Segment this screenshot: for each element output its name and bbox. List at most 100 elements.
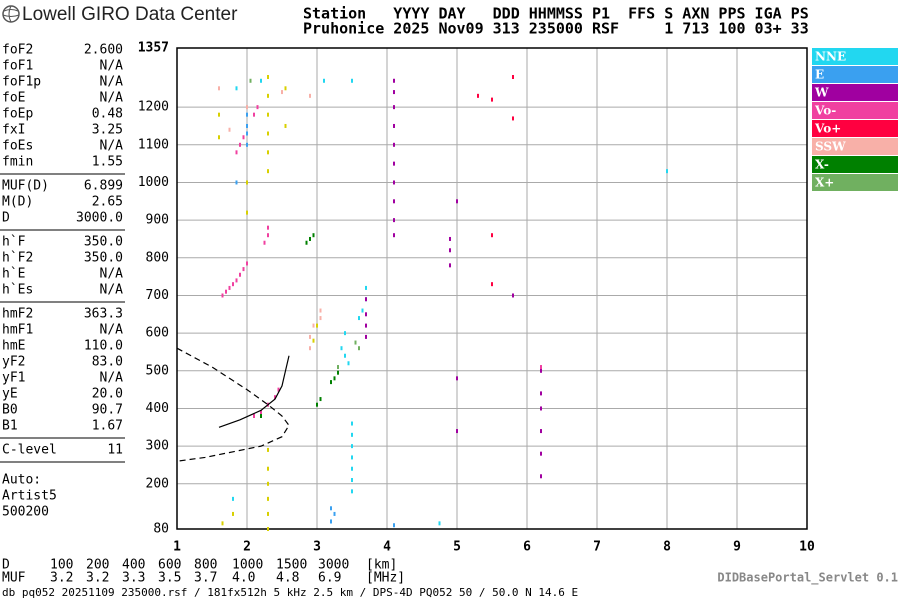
param-name: B0 (2, 403, 18, 418)
muf-cell: 4.0 (232, 571, 255, 586)
logo: Lowell GIRO Data Center (2, 4, 238, 25)
muf-cell: 800 (194, 558, 217, 573)
echo-point (221, 521, 224, 526)
echo-point (393, 78, 395, 83)
param-value: 363.3 (84, 307, 123, 322)
echo-point (393, 199, 395, 204)
echo-point (267, 233, 269, 238)
echo-point (267, 496, 269, 501)
y-tick-label: 1100 (138, 137, 169, 152)
x-tick-label: 8 (663, 540, 671, 555)
echo-point (284, 123, 287, 128)
muf-cell: 400 (122, 558, 145, 573)
param-name: h`F2 (2, 251, 33, 266)
echo-point (351, 421, 353, 426)
echo-point (333, 376, 336, 381)
echo-point (330, 506, 332, 511)
echo-point (260, 414, 262, 419)
param-value: 0.48 (92, 107, 123, 122)
legend-label: X- (815, 158, 829, 172)
echo-point (267, 169, 269, 174)
muf-cell: 200 (86, 558, 109, 573)
auto-label: 500200 (2, 505, 49, 520)
param-name: hmE (2, 339, 25, 354)
echo-point (228, 285, 231, 290)
param-name: h`Es (2, 283, 33, 298)
echo-point (344, 353, 346, 358)
echo-point (358, 316, 360, 321)
echo-point (337, 370, 339, 375)
y-tick-label: 200 (146, 476, 169, 491)
echo-point (246, 112, 248, 117)
echo-point (449, 248, 451, 253)
param-value: 2.600 (84, 43, 123, 58)
echo-point (337, 365, 339, 370)
y-tick-label: 1200 (138, 100, 169, 115)
muf-cell: 100 (50, 558, 73, 573)
echo-point (232, 282, 234, 287)
echo-point (351, 444, 353, 449)
trace-line (218, 355, 290, 428)
echo-point (393, 142, 395, 147)
legend-swatch (812, 120, 898, 137)
echo-point (218, 112, 220, 117)
echo-point (351, 466, 353, 471)
echo-point (277, 387, 280, 392)
echo-point (477, 93, 479, 98)
legend-swatch (812, 48, 898, 65)
echo-point (225, 289, 227, 294)
echo-point (221, 293, 224, 298)
echo-point (256, 105, 259, 110)
echo-point (393, 218, 395, 223)
echo-point (267, 112, 269, 117)
echo-point (312, 323, 315, 328)
echo-point (393, 105, 395, 110)
param-value: 110.0 (84, 339, 123, 354)
echo-point (393, 233, 395, 238)
echo-point (323, 78, 325, 83)
param-value: 11 (107, 443, 123, 458)
echo-point (393, 161, 395, 166)
legend-swatch (812, 102, 898, 119)
servlet-label: DIDBasePortal_Servlet 0.1 (717, 571, 898, 586)
echo-point (309, 236, 311, 241)
echo-point (246, 180, 248, 185)
echo-point (267, 511, 269, 516)
echo-point (267, 447, 269, 452)
param-value: N/A (100, 267, 124, 282)
echo-point (456, 376, 458, 381)
param-value: 1.55 (92, 155, 123, 170)
echo-point (449, 236, 451, 241)
echo-point (358, 346, 360, 351)
echo-point (540, 451, 542, 456)
echo-point (239, 142, 241, 147)
param-value: 3000.0 (76, 211, 123, 226)
echo-point (246, 105, 248, 110)
echo-point (365, 285, 367, 290)
echo-point (393, 90, 395, 95)
muf-cell: MUF (2, 571, 26, 586)
echo-point (239, 272, 241, 277)
echo-point (319, 308, 322, 313)
y-tick-label: 600 (146, 326, 169, 341)
echo-point (438, 521, 441, 526)
param-value: N/A (100, 59, 124, 74)
echo-point (361, 308, 364, 313)
echo-point (312, 233, 315, 238)
legend-label: X+ (815, 176, 834, 190)
param-value: N/A (100, 283, 124, 298)
y-tick-label: 500 (146, 363, 169, 378)
param-name: yF2 (2, 355, 25, 370)
echo-point (316, 402, 318, 407)
muf-cell: 3.2 (50, 571, 73, 586)
muf-cell: [MHz] (366, 571, 405, 586)
echo-point (309, 346, 311, 351)
echo-point (267, 466, 269, 471)
muf-cell: 1500 (276, 558, 307, 573)
echo-point (267, 93, 269, 98)
y-tick-label: 1000 (138, 175, 169, 190)
echo-point (456, 199, 458, 204)
echo-point (365, 323, 367, 328)
echo-point (267, 481, 269, 486)
echo-point (267, 527, 269, 531)
